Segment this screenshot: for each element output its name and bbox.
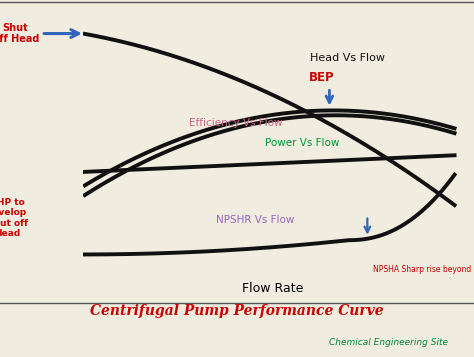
Text: NPSHR Vs Flow: NPSHR Vs Flow (216, 216, 294, 226)
Text: Head Vs Flow: Head Vs Flow (310, 53, 385, 63)
Text: BEP: BEP (309, 71, 335, 84)
Text: Chemical Engineering Site: Chemical Engineering Site (329, 338, 448, 347)
Text: Efficiency Vs Flow: Efficiency Vs Flow (189, 119, 283, 129)
Text: Power Vs Flow: Power Vs Flow (265, 138, 339, 148)
Text: BHP to
develop
Shut off
Head: BHP to develop Shut off Head (0, 198, 27, 238)
Text: Centrifugal Pump Performance Curve: Centrifugal Pump Performance Curve (90, 303, 384, 318)
Text: Shut
Off Head: Shut Off Head (0, 23, 39, 44)
Text: NPSHA Sharp rise beyond BEP: NPSHA Sharp rise beyond BEP (373, 265, 474, 275)
Text: Flow Rate: Flow Rate (242, 282, 303, 295)
